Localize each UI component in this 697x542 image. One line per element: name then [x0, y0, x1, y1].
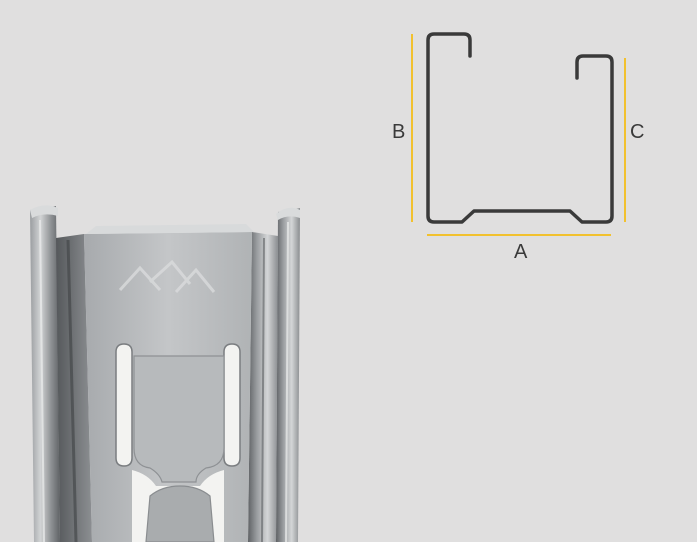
metal-stud-photo — [30, 205, 300, 542]
left-flange-lip — [30, 205, 58, 218]
highlight-streak — [39, 219, 45, 542]
center-tongue — [133, 355, 225, 483]
shadow-streak — [261, 237, 265, 542]
label-b: B — [392, 121, 405, 143]
right-flange-lip — [276, 207, 300, 220]
web-top-edge — [86, 224, 254, 234]
profile-diagram: B C A — [392, 32, 644, 263]
label-a: A — [514, 241, 528, 263]
highlight-streak — [285, 221, 289, 542]
shadow-streak — [66, 239, 78, 542]
lower-tongue — [145, 485, 215, 542]
left-flange — [30, 206, 60, 542]
right-slot — [223, 343, 241, 467]
c-profile-outline — [426, 32, 614, 224]
left-slot — [115, 343, 133, 467]
label-c: C — [630, 121, 644, 143]
stamped-marking — [118, 259, 216, 294]
left-inner-wall — [56, 234, 92, 542]
